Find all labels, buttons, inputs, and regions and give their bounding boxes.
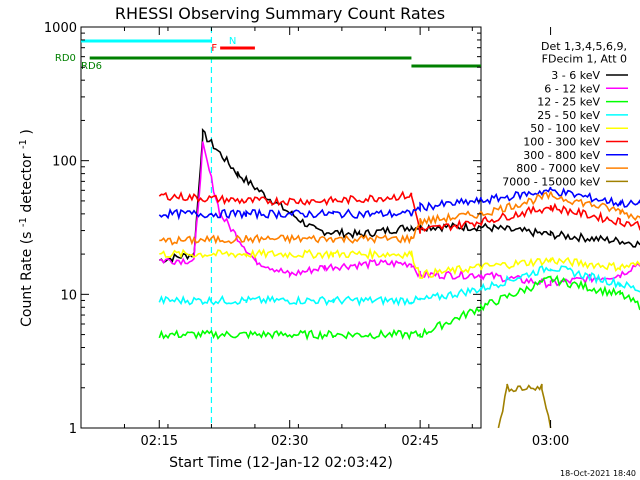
series-line — [158, 186, 640, 221]
legend-entry-label: 800 - 7000 keV — [516, 162, 600, 175]
series-line — [158, 127, 640, 264]
series-line — [158, 264, 640, 307]
y-axis-label-sup1: -1 — [18, 217, 29, 227]
x-tick-label: 02:30 — [271, 434, 308, 449]
legend-entry-label: 6 - 12 keV — [544, 82, 600, 95]
legend-entry-label: 7000 - 15000 keV — [502, 175, 600, 188]
y-axis: 1 10 100 1000 — [44, 21, 481, 437]
series-line — [497, 383, 552, 429]
legend-entry-label: 25 - 50 keV — [537, 109, 600, 122]
legend-entry-label: 50 - 100 keV — [530, 122, 600, 135]
series-line — [158, 274, 640, 341]
y-axis-label-sup2: -1 — [18, 139, 29, 149]
legend-entry-label: 12 - 25 keV — [537, 96, 600, 109]
y-tick-label: 10 — [60, 288, 77, 303]
series-line — [159, 247, 640, 279]
x-tick-label: 03:00 — [532, 434, 569, 449]
status-bars: N F RD0 RD6 — [55, 36, 481, 72]
series-line — [158, 190, 640, 234]
legend-header: FDecim 1, Att 0 — [542, 53, 627, 66]
series-line — [159, 141, 640, 289]
status-bar-label: N — [229, 36, 236, 47]
footer-date: 18-Oct-2021 18:40 — [560, 469, 636, 478]
status-bar-label: F — [211, 43, 217, 54]
y-axis-label-main: Count Rate (s — [19, 232, 35, 327]
legend-entry-label: 300 - 800 keV — [523, 149, 600, 162]
status-bar-label: RD6 — [81, 61, 102, 72]
y-axis-label-end: ) — [19, 129, 35, 134]
vertical-markers — [210, 27, 213, 428]
x-tick-label: 02:15 — [141, 434, 178, 449]
y-axis-label: Count Rate (s -1 detector -1 ) — [14, 129, 35, 327]
y-tick-label: 1000 — [44, 21, 77, 36]
data-series — [158, 127, 640, 429]
series-line — [159, 191, 640, 246]
chart-title: RHESSI Observing Summary Count Rates — [115, 4, 445, 23]
x-axis-label: Start Time (12-Jan-12 02:03:42) — [169, 455, 393, 471]
x-tick-label: 02:45 — [401, 434, 438, 449]
status-bar-label: RD0 — [55, 53, 76, 64]
legend: Det 1,3,4,5,6,9,FDecim 1, Att 0 3 - 6 keV… — [502, 40, 628, 188]
legend-entry-label: 100 - 300 keV — [523, 136, 600, 149]
y-tick-label: 100 — [52, 155, 77, 170]
y-axis-label-mid: detector — [19, 153, 35, 212]
legend-entry-label: 3 - 6 keV — [551, 69, 600, 82]
y-tick-label: 1 — [69, 422, 77, 437]
legend-header: Det 1,3,4,5,6,9, — [541, 40, 627, 53]
